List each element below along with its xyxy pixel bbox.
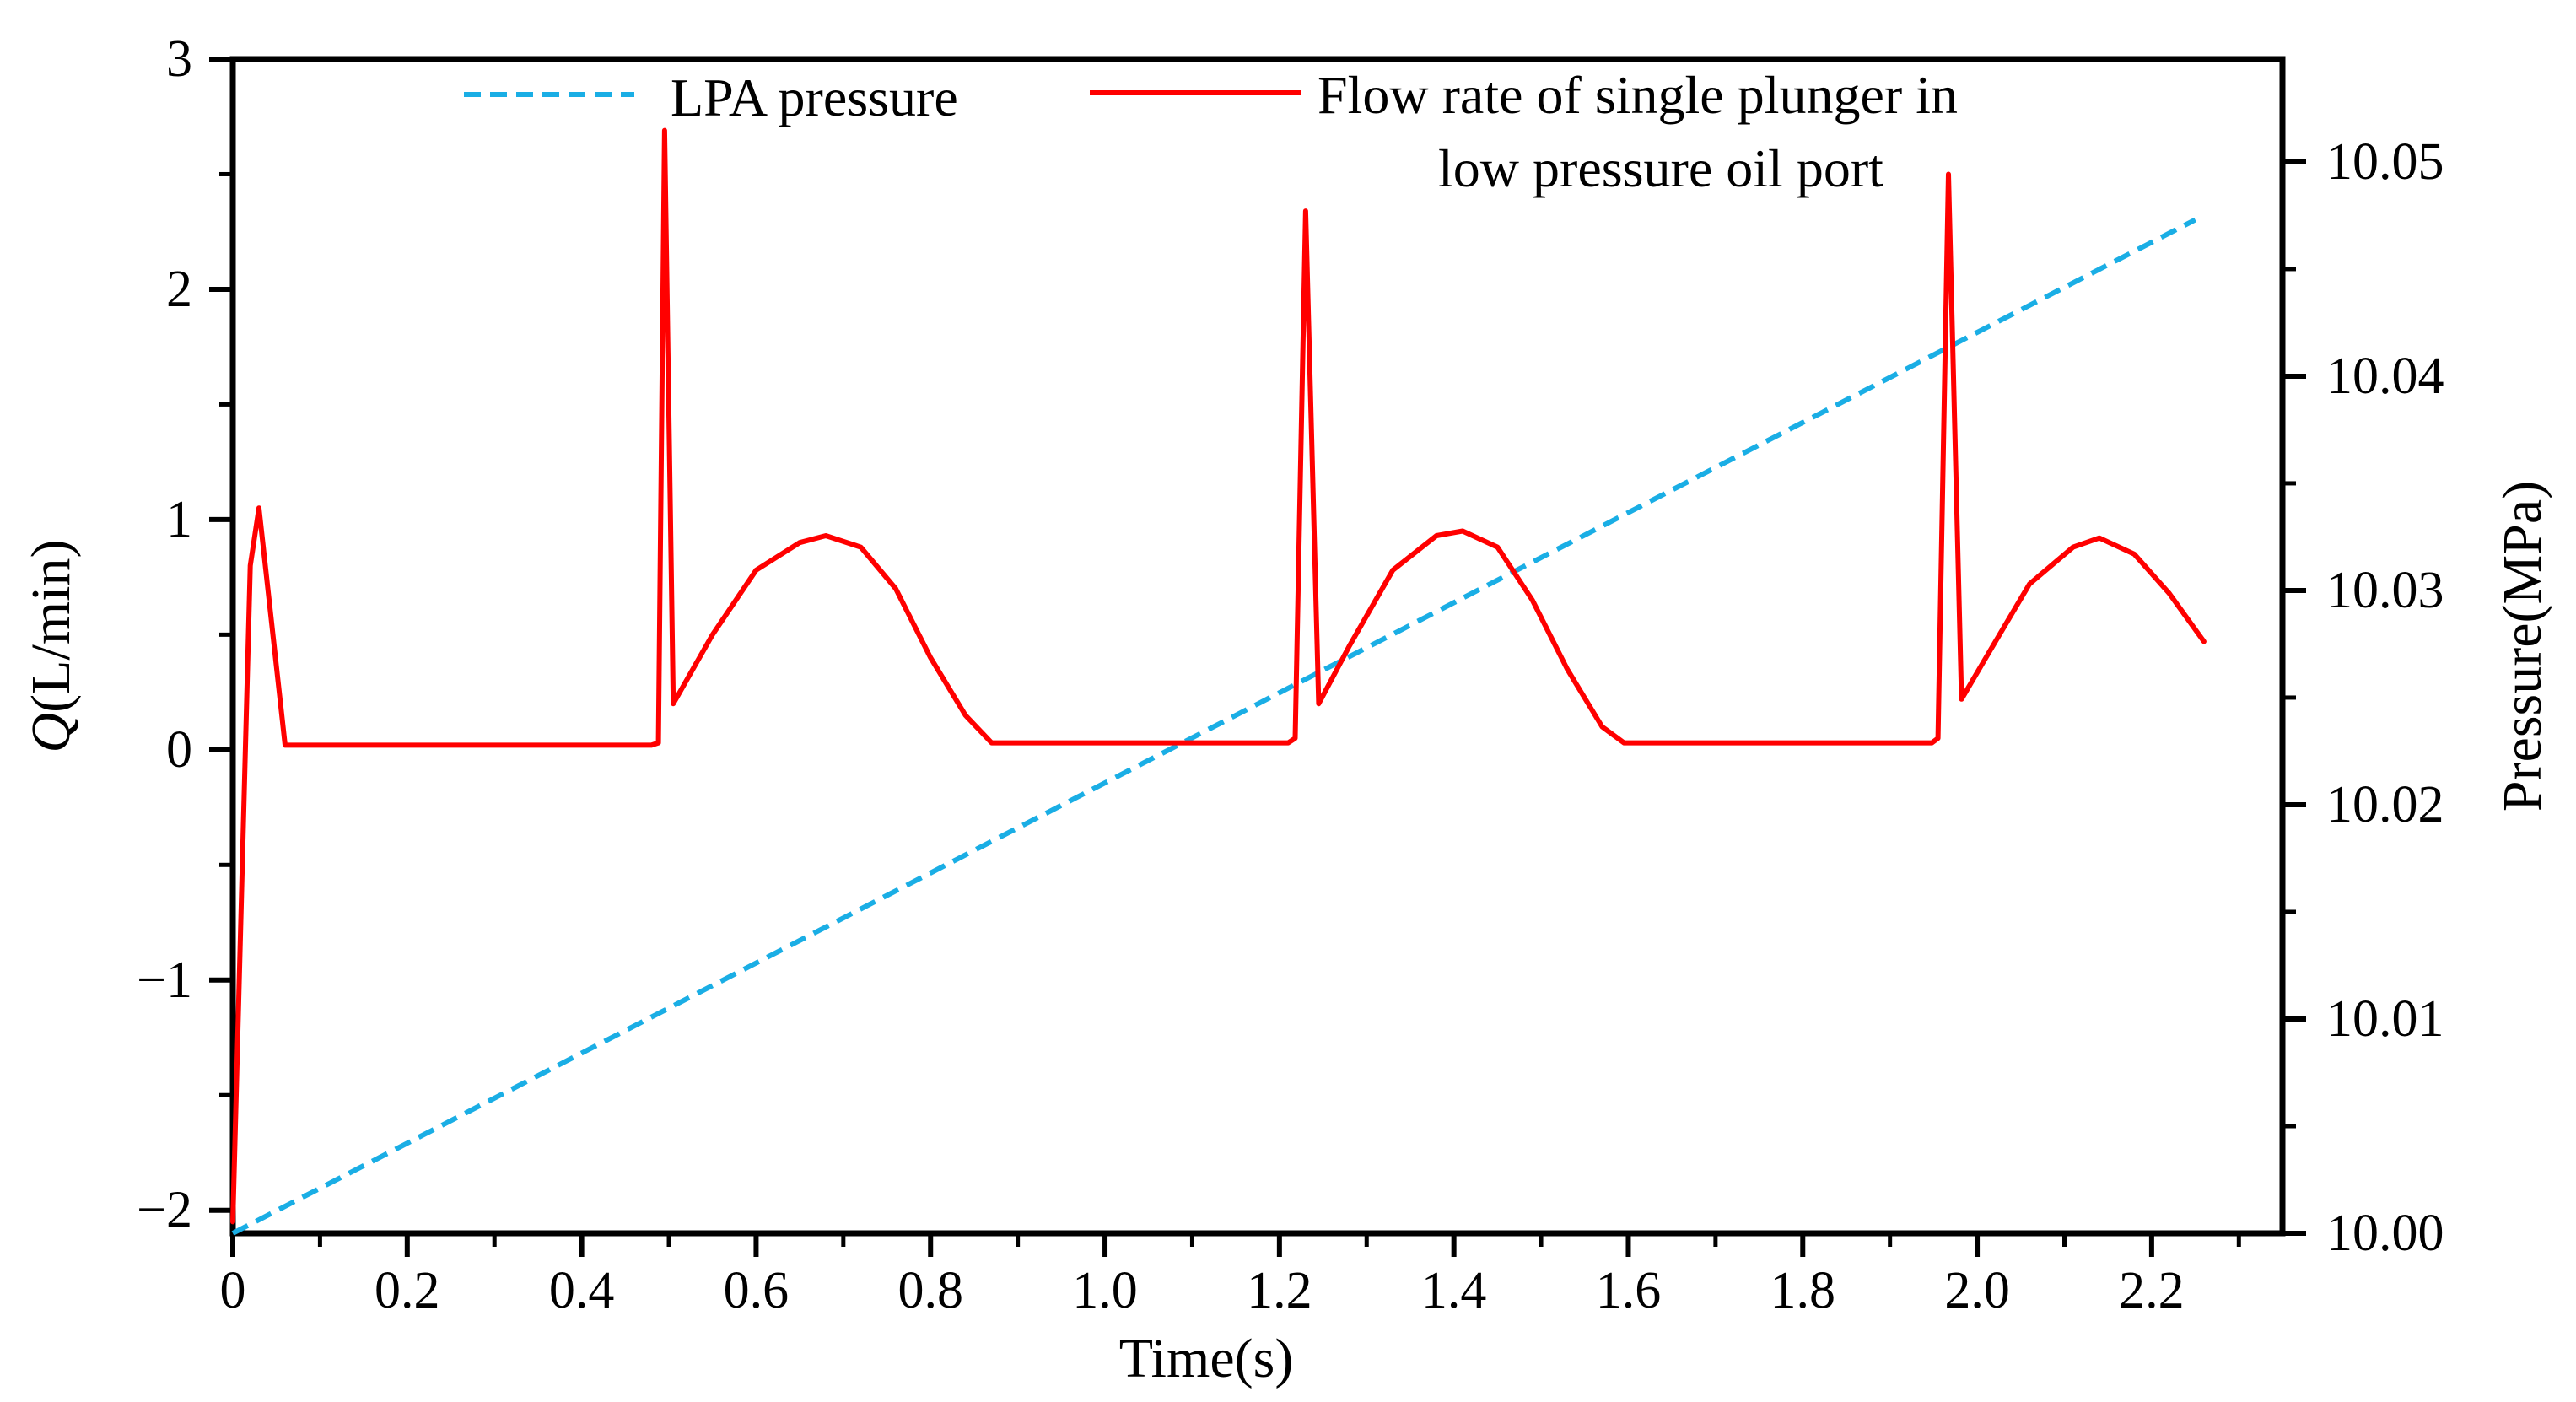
y-axis-title: Q(L/min) <box>20 540 82 753</box>
x-axis-title: Time(s) <box>1119 1328 1294 1389</box>
x-tick-label: 0.6 <box>724 1262 790 1319</box>
y-axis-title-symbol: Q <box>20 713 82 753</box>
y-axis-title-unit: (L/min) <box>20 540 82 713</box>
y2-tick-label: 10.02 <box>2326 776 2444 833</box>
tick-labels: 0 0.2 0.4 0.6 0.8 1.0 1.2 1.4 1.6 1.8 2.0 2.2 −2 −1 0 1… <box>137 30 2444 1319</box>
legend-label-flow-rate-line1: Flow rate of single plunger in <box>1318 65 1958 125</box>
y-tick-label: 1 <box>166 491 192 548</box>
plot-frame <box>229 56 2286 1237</box>
y2-tick-label: 10.05 <box>2326 133 2444 191</box>
y-tick-label: −1 <box>137 952 192 1009</box>
x-tick-label: 1.6 <box>1596 1262 1662 1319</box>
legend-label-flow-rate-line2: low pressure oil port <box>1438 138 1883 198</box>
y2-tick-label: 10.04 <box>2326 348 2444 405</box>
x-tick-label: 0.2 <box>375 1262 440 1319</box>
x-tick-label: 2.2 <box>2119 1262 2185 1319</box>
data-series <box>230 127 2207 1236</box>
x-tick-label: 1.2 <box>1247 1262 1312 1319</box>
x-tick-label: 2.0 <box>1944 1262 2010 1319</box>
y2-tick-label: 10.01 <box>2326 990 2444 1048</box>
x-tick-label: 1.4 <box>1421 1262 1487 1319</box>
y-tick-label: 3 <box>166 30 192 88</box>
y2-tick-label: 10.03 <box>2326 562 2444 619</box>
y-tick-label: −2 <box>137 1182 192 1239</box>
flow-rate-line <box>230 127 2207 1225</box>
axes <box>229 56 2286 1237</box>
legend-label-lpa-pressure: LPA pressure <box>671 67 958 127</box>
lpa-pressure-line <box>231 217 2196 1236</box>
x-tick-label: 0.8 <box>897 1262 963 1319</box>
y2-axis-title: Pressure(MPa) <box>2492 481 2553 812</box>
tick-marks <box>209 57 2306 1257</box>
x-tick-label: 0.4 <box>549 1262 615 1319</box>
x-tick-label: 1.0 <box>1072 1262 1138 1319</box>
y2-tick-label: 10.00 <box>2326 1205 2444 1262</box>
y-tick-label: 0 <box>166 721 192 779</box>
y-tick-label: 2 <box>166 261 192 318</box>
x-tick-label: 0 <box>220 1262 246 1319</box>
legend: LPA pressure Flow rate of single plunger… <box>464 65 1958 198</box>
x-tick-label: 1.8 <box>1770 1262 1836 1319</box>
